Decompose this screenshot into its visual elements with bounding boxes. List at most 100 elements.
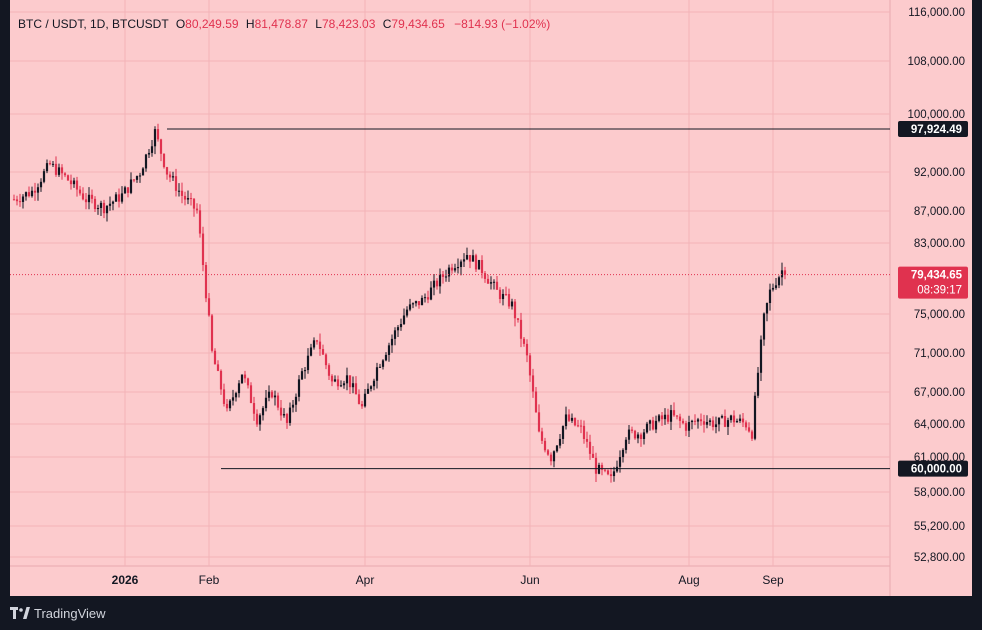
candle-body (207, 298, 211, 316)
candle (405, 306, 409, 318)
candle (606, 469, 610, 476)
candle-body (186, 198, 190, 200)
candle (435, 278, 439, 290)
candle-body (777, 277, 781, 286)
candle-body (453, 268, 457, 271)
candle-body (762, 313, 766, 340)
candle (258, 413, 262, 431)
candle (216, 360, 220, 372)
candle (378, 363, 382, 368)
low-label: L (315, 17, 322, 31)
candle-body (522, 338, 526, 344)
candle (282, 408, 286, 418)
chart-area[interactable]: 116,000.00 108,000.00 100,000.00 92,000.00 8… (10, 0, 972, 596)
candle-body (363, 393, 367, 407)
candle-body (705, 421, 709, 425)
candle (234, 391, 238, 402)
candle (516, 318, 520, 323)
candle (507, 288, 511, 309)
candle-body (708, 420, 712, 422)
candle (561, 425, 565, 445)
candle-body (477, 260, 481, 270)
candle-body (144, 154, 148, 169)
candle-body (495, 281, 499, 290)
candle (654, 415, 658, 434)
candle-body (315, 340, 319, 342)
candle-body (405, 309, 409, 316)
candle (54, 156, 58, 177)
candle-body (462, 259, 466, 262)
candle (762, 312, 766, 346)
candle-body (567, 414, 571, 421)
candle-body (426, 297, 430, 300)
x-tick-label: Jun (520, 573, 539, 587)
close-label: C (382, 17, 392, 31)
candle (45, 159, 49, 174)
candle (594, 452, 598, 482)
candle-body (474, 255, 478, 270)
candle-body (771, 287, 775, 290)
candle-body (687, 422, 691, 431)
candle (63, 172, 67, 178)
candle (210, 314, 214, 353)
candle-body (726, 420, 730, 427)
candle-body (525, 343, 529, 356)
candle-body (441, 274, 445, 277)
candle-body (303, 370, 307, 372)
candle-body (129, 179, 133, 193)
candle (171, 171, 175, 182)
candle-body (39, 181, 43, 188)
candle (423, 293, 427, 303)
candle-body (630, 429, 634, 431)
candle (528, 352, 532, 382)
candle (771, 283, 775, 292)
candle-body (372, 380, 376, 387)
candle-body (180, 190, 184, 196)
candle-body (552, 451, 556, 462)
candle-body (219, 370, 223, 390)
candle-body (261, 408, 265, 416)
candle (111, 200, 115, 211)
candle (279, 399, 283, 421)
footer-brand[interactable]: TradingView (10, 603, 106, 623)
y-tick-label: 71,000.00 (914, 348, 965, 360)
candle-body (246, 378, 250, 386)
candle (573, 417, 577, 427)
candles-group (12, 123, 787, 483)
brand-name: TradingView (34, 605, 106, 621)
y-tick-label: 100,000.00 (907, 109, 965, 121)
candle-body (633, 430, 637, 439)
candle-body (603, 469, 607, 471)
candle (465, 247, 469, 261)
candlestick-chart[interactable]: 116,000.00 108,000.00 100,000.00 92,000.00 8… (10, 0, 972, 596)
candle (375, 362, 379, 389)
candle-body (624, 439, 628, 450)
candle-body (18, 201, 22, 203)
y-tick-label: 108,000.00 (907, 56, 965, 68)
candle-body (498, 289, 502, 300)
candle-body (285, 414, 289, 423)
candle (348, 375, 352, 395)
candle-body (258, 415, 262, 425)
candle (429, 281, 433, 301)
candle (396, 324, 400, 338)
candle-body (681, 420, 685, 424)
candle-body (48, 163, 52, 165)
candle (669, 404, 673, 430)
candle-body (636, 434, 640, 439)
candle (357, 389, 361, 405)
candle (783, 266, 787, 280)
candle (297, 375, 301, 402)
candle (168, 171, 172, 183)
candle-body (306, 355, 310, 371)
candle-body (87, 194, 91, 203)
candle (351, 376, 355, 394)
candle (741, 413, 745, 427)
candle (60, 164, 64, 180)
candle-body (378, 366, 382, 368)
candle (492, 279, 496, 290)
candle (264, 389, 268, 412)
candle (165, 166, 169, 180)
candle-body (201, 233, 205, 266)
candle-body (741, 418, 745, 423)
